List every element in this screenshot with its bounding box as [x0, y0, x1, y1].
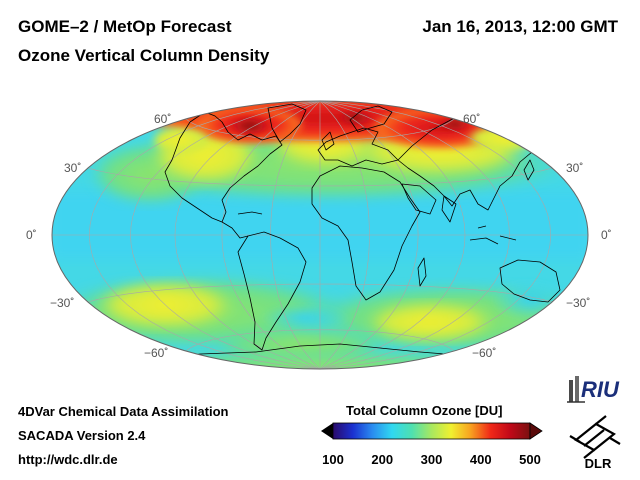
meridian-line [319, 101, 419, 369]
meridian-line [221, 101, 321, 369]
map-subtitle: Ozone Vertical Column Density [18, 46, 270, 65]
meridian-line [319, 101, 510, 369]
colorbar [321, 422, 543, 440]
colorbar-tick: 500 [519, 452, 541, 467]
ozone-field [52, 101, 588, 369]
meridian-line [319, 101, 552, 369]
meridian-line [174, 101, 321, 369]
dlr-emblem-icon [569, 415, 621, 459]
colorbar-gradient [332, 422, 531, 440]
lat-label-30n-right: 30˚ [566, 161, 584, 175]
forecast-datetime: Jan 16, 2013, 12:00 GMT [422, 17, 618, 36]
lat-label-30n-left: 30˚ [64, 161, 82, 175]
meridian-line [88, 101, 321, 369]
graticule [52, 101, 588, 369]
lat-label-eq-right: 0˚ [601, 228, 612, 242]
dlr-logo-text: DLR [585, 456, 612, 471]
colorbar-low-arrow [321, 423, 333, 439]
riu-logo-text: RIU [581, 377, 620, 402]
colorbar-tick: 200 [371, 452, 394, 467]
globe-outline [51, 100, 589, 370]
lat-label-60s-left: −60˚ [144, 346, 169, 360]
lat-label-60n-left: 60˚ [154, 112, 172, 126]
lat-label-60s-right: −60˚ [472, 346, 497, 360]
dlr-logo: DLR [569, 415, 621, 471]
colorbar-title: Total Column Ozone [DU] [346, 403, 503, 418]
footer-version: SACADA Version 2.4 [18, 428, 146, 443]
lat-label-60n-right: 60˚ [463, 112, 481, 126]
map-title: GOME–2 / MetOp Forecast [18, 17, 232, 36]
colorbar-high-arrow [529, 422, 543, 440]
lat-label-eq-left: 0˚ [26, 228, 37, 242]
meridian-line [319, 101, 466, 369]
footer-url[interactable]: http://wdc.dlr.de [18, 452, 118, 467]
meridian-line [319, 101, 370, 369]
meridian-line [270, 101, 321, 369]
lat-label-30s-right: −30˚ [566, 296, 591, 310]
riu-logo: RIU [567, 376, 620, 403]
footer-method: 4DVar Chemical Data Assimilation [18, 404, 229, 419]
lat-label-30s-left: −30˚ [50, 296, 75, 310]
meridian-line [130, 101, 321, 369]
colorbar-tick: 300 [420, 452, 443, 467]
colorbar-tick: 100 [322, 452, 344, 467]
colorbar-tick: 400 [469, 452, 492, 467]
